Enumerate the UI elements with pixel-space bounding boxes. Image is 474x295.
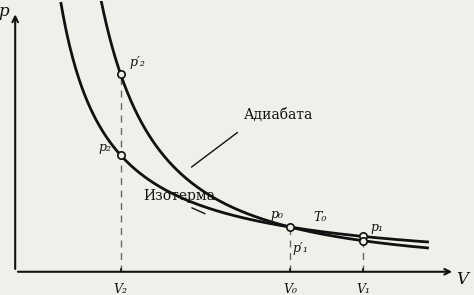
Text: V₁: V₁	[356, 283, 370, 295]
Text: V₀: V₀	[283, 283, 297, 295]
Text: p₂: p₂	[99, 141, 111, 154]
Point	[117, 72, 124, 76]
Point	[360, 238, 367, 243]
Text: p₁: p₁	[370, 221, 383, 234]
Text: T₀: T₀	[313, 211, 326, 224]
Text: p: p	[0, 3, 9, 20]
Point	[286, 225, 294, 230]
Text: p₀: p₀	[270, 208, 283, 221]
Text: Изотерма: Изотерма	[144, 189, 216, 203]
Text: V: V	[456, 271, 468, 289]
Text: p′₁: p′₁	[292, 242, 308, 255]
Point	[117, 153, 124, 158]
Text: Адиабата: Адиабата	[244, 107, 314, 122]
Point	[360, 234, 367, 239]
Text: p′₂: p′₂	[130, 56, 146, 69]
Text: V₂: V₂	[114, 283, 128, 295]
